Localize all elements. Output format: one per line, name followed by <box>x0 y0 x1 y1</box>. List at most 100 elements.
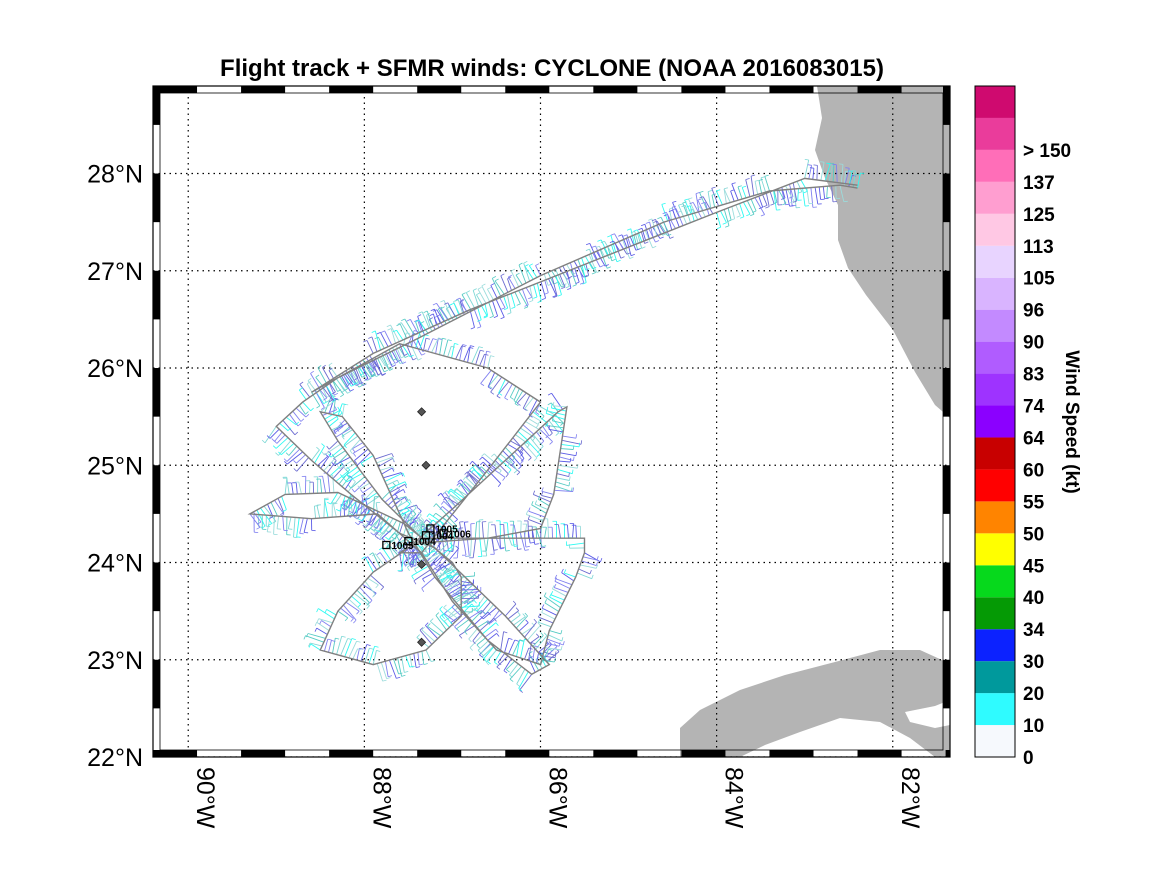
wind-barb <box>494 650 502 663</box>
colorbar-tick-label: 40 <box>1023 588 1044 609</box>
wind-barb-feather <box>514 403 519 407</box>
wind-barb <box>523 263 531 282</box>
wind-barb-feather <box>307 381 311 385</box>
wind-barb-feather <box>345 469 349 473</box>
wind-barb <box>393 658 400 675</box>
wind-barb <box>390 328 396 344</box>
wind-barb-feather <box>481 283 486 287</box>
wind-barb <box>374 330 382 351</box>
wind-barb-feather <box>725 225 730 228</box>
wind-barb-feather <box>426 513 430 518</box>
wind-barb <box>488 610 500 625</box>
wind-barb <box>461 584 474 587</box>
wind-barb-feather <box>424 554 429 557</box>
wind-barb-feather <box>340 422 344 427</box>
wind-barb-feather <box>711 186 716 189</box>
wind-barb <box>345 601 360 612</box>
wind-barb <box>667 214 673 231</box>
wind-barb-feather <box>376 552 381 556</box>
wind-barb <box>335 376 345 391</box>
wind-barb <box>550 594 565 601</box>
wind-barb-feather <box>351 638 356 640</box>
wind-barb-feather <box>535 263 540 266</box>
wind-barb-feather <box>362 495 366 499</box>
wind-barb-feather <box>609 240 614 243</box>
frame-band <box>943 86 950 125</box>
wind-barb-feather <box>421 626 425 631</box>
wind-barb <box>515 615 528 629</box>
wind-barb <box>797 188 799 201</box>
wind-barb <box>413 340 422 356</box>
wind-barb <box>533 284 538 298</box>
wind-barb-feather <box>746 213 751 217</box>
wind-barb-feather <box>524 612 528 617</box>
wind-barb-feather <box>541 604 545 609</box>
wind-barb <box>323 638 329 652</box>
wind-barb-feather <box>524 408 529 412</box>
wind-barb-feather <box>445 306 450 309</box>
wind-barb <box>544 280 549 293</box>
wind-barb <box>326 412 343 424</box>
wind-barb <box>544 595 561 609</box>
wind-barb <box>447 302 456 317</box>
colorbar-bin <box>975 565 1015 598</box>
wind-barb-feather <box>293 468 297 472</box>
wind-barb <box>287 516 292 530</box>
wind-barb-feather <box>401 318 405 322</box>
wind-barb <box>415 321 422 338</box>
wind-barb <box>314 445 325 464</box>
wind-barb-feather <box>346 474 350 479</box>
wind-barb-feather <box>533 457 538 462</box>
wind-barb <box>269 428 280 439</box>
wind-barb <box>360 644 368 662</box>
wind-barb-feather <box>516 471 521 476</box>
wind-barb <box>484 628 497 638</box>
wind-barb <box>473 308 482 327</box>
wind-barb <box>472 631 481 642</box>
wind-barb-feather <box>758 206 763 210</box>
wind-barb <box>322 367 332 383</box>
wind-barb-feather <box>644 241 649 244</box>
frame-band <box>769 750 814 757</box>
wind-barb-feather <box>417 519 421 524</box>
wind-barb-feather <box>423 527 427 532</box>
wind-barb <box>303 518 308 533</box>
wind-barb-feather <box>537 430 541 434</box>
wind-barb <box>388 349 394 361</box>
wind-barb-feather <box>648 218 653 221</box>
wind-barb <box>447 346 452 358</box>
wind-barb <box>668 208 673 220</box>
wind-barb <box>699 206 706 218</box>
wind-barb <box>572 523 575 539</box>
dropsonde-marker <box>417 637 427 647</box>
wind-barb-feather <box>378 547 383 551</box>
wind-barb-feather <box>384 369 388 373</box>
wind-barb <box>541 494 553 499</box>
wind-barb <box>406 513 417 524</box>
wind-barb <box>516 668 526 685</box>
wind-barb-feather <box>477 650 482 654</box>
wind-barb <box>562 435 577 439</box>
wind-barb-feather <box>465 473 470 478</box>
wind-barb <box>377 358 385 373</box>
wind-barb-feather <box>280 512 284 516</box>
wind-barb <box>541 611 556 620</box>
wind-barb <box>523 442 538 459</box>
wind-barb-feather <box>360 489 364 493</box>
wind-barb <box>589 243 598 260</box>
wind-barb <box>514 291 521 305</box>
wind-barb-feather <box>487 386 492 390</box>
wind-barb <box>461 575 475 578</box>
wind-barb <box>499 453 511 463</box>
wind-barb-feather <box>541 491 544 496</box>
wind-barb-feather <box>375 374 380 378</box>
wind-barb <box>519 674 533 691</box>
wind-barb <box>510 614 521 623</box>
wind-barb <box>415 552 418 567</box>
wind-barb <box>298 481 302 494</box>
wind-barb <box>341 429 353 437</box>
wind-barb-feather <box>659 236 664 239</box>
wind-barb <box>444 613 456 623</box>
wind-barb-feather <box>567 287 572 290</box>
colorbar-label: Wind Speed (kt) <box>1061 350 1082 493</box>
